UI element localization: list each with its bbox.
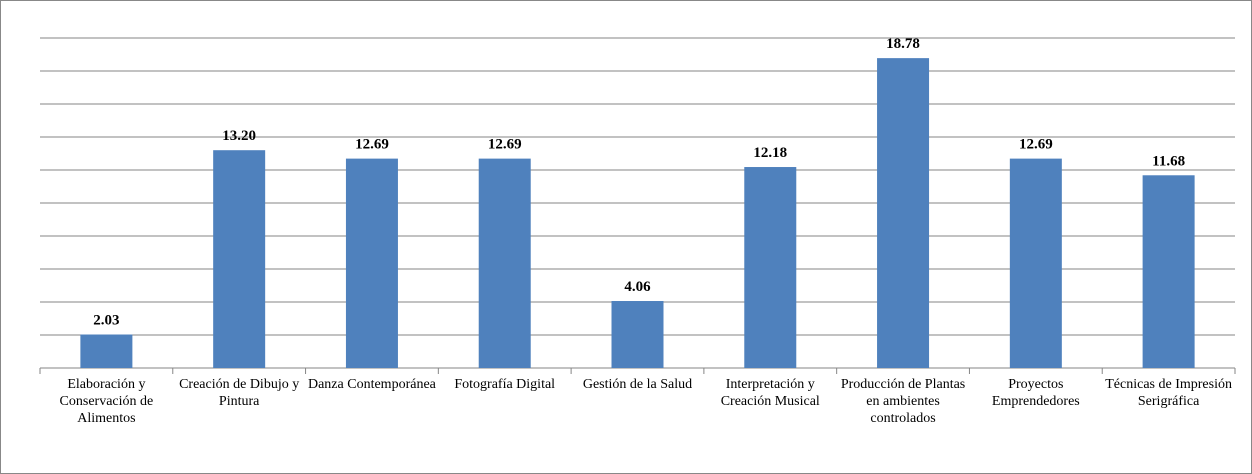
x-tick-label: Danza Contemporánea [307, 377, 436, 392]
bar [1142, 175, 1195, 368]
value-label: 11.68 [1152, 153, 1185, 169]
x-tick-label: Creación de Dibujo y Pintura [179, 377, 300, 409]
x-tick-label: Técnicas de Impresión Serigráfica [1105, 377, 1232, 409]
bar [80, 334, 133, 368]
bar [744, 167, 797, 368]
value-label: 4.06 [624, 279, 651, 295]
bar [1009, 158, 1062, 368]
value-label: 12.69 [488, 137, 522, 153]
value-label: 12.69 [355, 137, 389, 153]
x-tick-label: Fotografía Digital [454, 377, 556, 392]
value-label: 18.78 [886, 36, 920, 52]
value-label: 12.18 [753, 145, 787, 161]
bar [611, 301, 664, 368]
x-tick-label: Proyectos Emprendedores [991, 377, 1080, 409]
bar [877, 58, 930, 368]
bar [478, 158, 531, 368]
x-tick-label: Interpretación y Creación Musical [720, 377, 820, 409]
value-label: 13.20 [222, 128, 256, 144]
x-tick-label: Elaboración y Conservación de Alimentos [59, 377, 154, 426]
x-tick-label: Gestión de la Salud [582, 377, 693, 392]
value-label: 2.03 [93, 313, 119, 329]
bar [345, 158, 398, 368]
bar [213, 150, 266, 368]
x-tick-label: Producción de Plantas en ambientes contr… [840, 377, 966, 426]
value-label: 12.69 [1019, 137, 1053, 153]
